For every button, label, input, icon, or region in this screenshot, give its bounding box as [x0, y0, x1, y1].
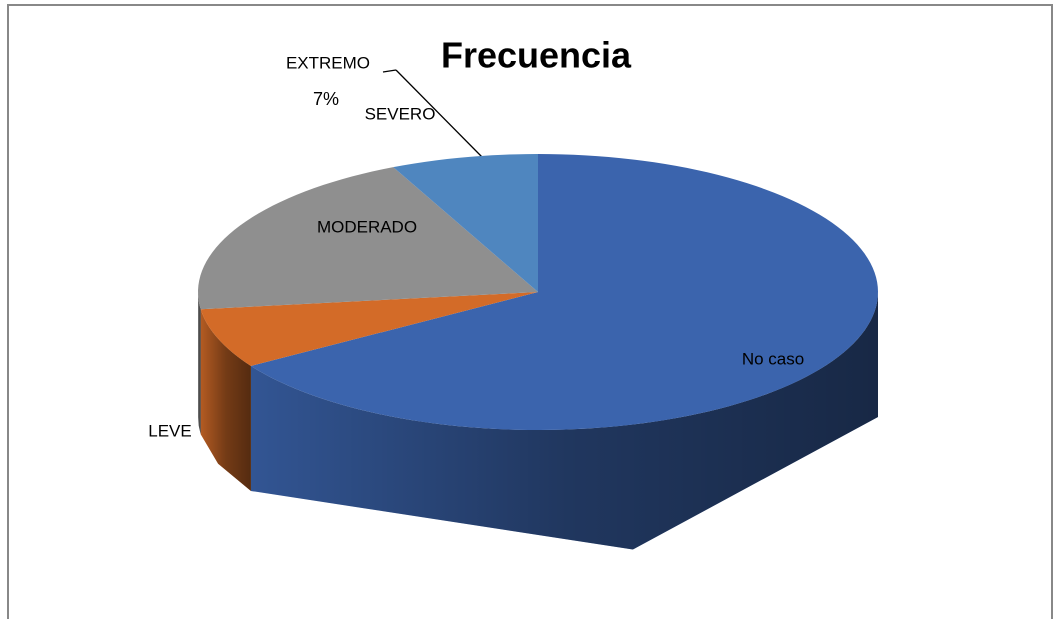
- category-label: EXTREMO: [286, 53, 370, 72]
- slice: [198, 167, 538, 310]
- slice-side-shade: [200, 309, 251, 491]
- category-label: SEVERO: [365, 104, 436, 123]
- category-label: LEVE: [148, 421, 191, 440]
- slice-side-shade: [198, 292, 201, 435]
- value-label: 7%: [313, 89, 339, 109]
- chart-title: Frecuencia: [441, 35, 632, 76]
- slice: [200, 292, 538, 366]
- slice-side-shade: [250, 292, 878, 550]
- slice: [393, 154, 538, 292]
- category-label: No caso: [742, 349, 804, 368]
- chart-frame: [7, 4, 1053, 619]
- category-label: MODERADO: [317, 217, 417, 236]
- leader-line: [382, 69, 397, 73]
- leader-line: [395, 69, 484, 159]
- slice: [250, 154, 878, 430]
